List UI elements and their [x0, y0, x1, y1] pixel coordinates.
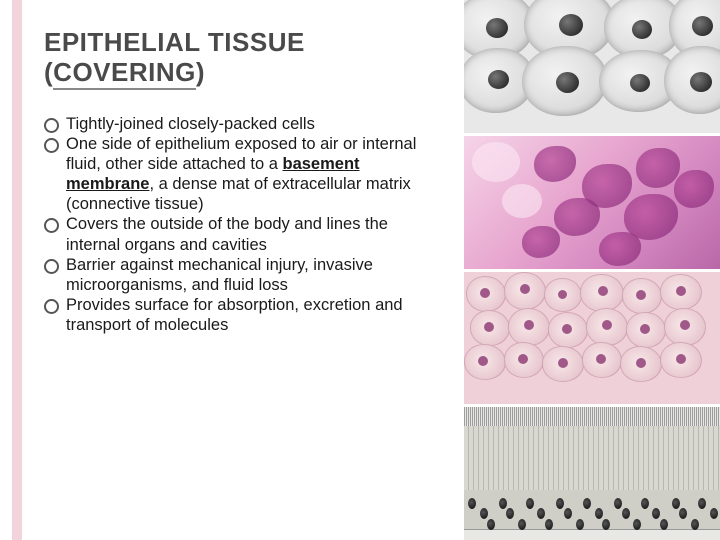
slide-title: EPITHELIAL TISSUE (COVERING)	[44, 28, 444, 88]
bullet-item: Tightly-joined closely-packed cells	[44, 114, 444, 134]
bullet-item: Barrier against mechanical injury, invas…	[44, 255, 444, 295]
slide-content: EPITHELIAL TISSUE (COVERING) Tightly-joi…	[44, 28, 444, 335]
title-line1: EPITHELIAL TISSUE	[44, 27, 305, 57]
bullet-item: Provides surface for absorption, excreti…	[44, 295, 444, 335]
tissue-image-2	[464, 136, 720, 269]
tissue-image-1	[464, 0, 720, 133]
tissue-image-3	[464, 272, 720, 405]
bullet-item: Covers the outside of the body and lines…	[44, 214, 444, 254]
title-line2-prefix: (	[44, 57, 53, 87]
image-column	[464, 0, 720, 540]
title-line2-underlined: COVERING	[53, 57, 196, 90]
bullet-item: One side of epithelium exposed to air or…	[44, 134, 444, 215]
bullet-list: Tightly-joined closely-packed cellsOne s…	[44, 114, 444, 335]
title-line2-suffix: )	[196, 57, 205, 87]
accent-bar	[12, 0, 22, 540]
tissue-image-4	[464, 407, 720, 540]
